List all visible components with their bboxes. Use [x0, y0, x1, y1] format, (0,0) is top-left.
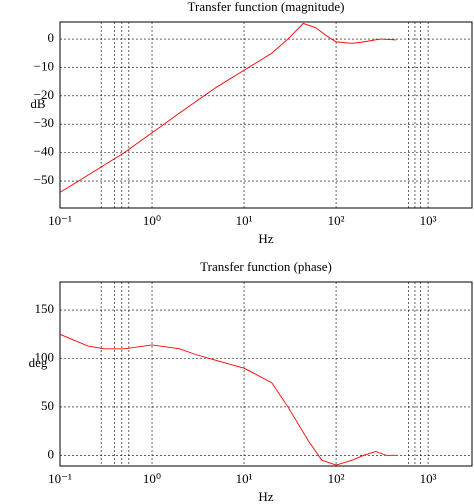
x-tick-label: 10⁻¹ [48, 471, 72, 486]
data-line [59, 22, 397, 193]
x-tick-label: 10³ [420, 213, 437, 228]
chart-title: Transfer function (phase) [200, 259, 332, 274]
x-tick-label: 10⁰ [143, 471, 161, 486]
axes-frame [59, 21, 473, 209]
x-tick-label: 10⁰ [143, 213, 161, 228]
x-tick-label: 10² [328, 213, 345, 228]
y-tick-label: −30 [34, 115, 54, 130]
y-tick-label: 50 [41, 398, 54, 413]
subplot: Transfer function (phase) Hz deg 0 50 100 150 1… [29, 259, 473, 504]
y-tick-label: −20 [34, 87, 54, 102]
y-tick-label: −40 [34, 144, 54, 159]
y-tick-label: 100 [35, 349, 55, 364]
data-line [59, 333, 397, 466]
x-axis-label: Hz [258, 489, 273, 504]
x-tick-label: 10³ [420, 471, 437, 486]
chart-title: Transfer function (magnitude) [188, 0, 345, 14]
y-tick-label: 0 [48, 446, 55, 461]
axes-frame [59, 281, 473, 467]
x-tick-label: 10² [328, 471, 345, 486]
y-tick-label: 0 [48, 30, 55, 45]
y-tick-label: 150 [35, 301, 55, 316]
x-tick-label: 10¹ [236, 213, 253, 228]
x-tick-label: 10⁻¹ [48, 213, 72, 228]
subplot: Transfer function (magnitude) Hz dB 0 −10 −20… [30, 0, 473, 246]
x-tick-label: 10¹ [236, 471, 253, 486]
x-axis-label: Hz [258, 231, 273, 246]
y-tick-label: −50 [34, 172, 54, 187]
y-tick-label: −10 [34, 58, 54, 73]
y-axis-label: deg [29, 355, 48, 370]
y-axis-label: dB [30, 96, 46, 111]
